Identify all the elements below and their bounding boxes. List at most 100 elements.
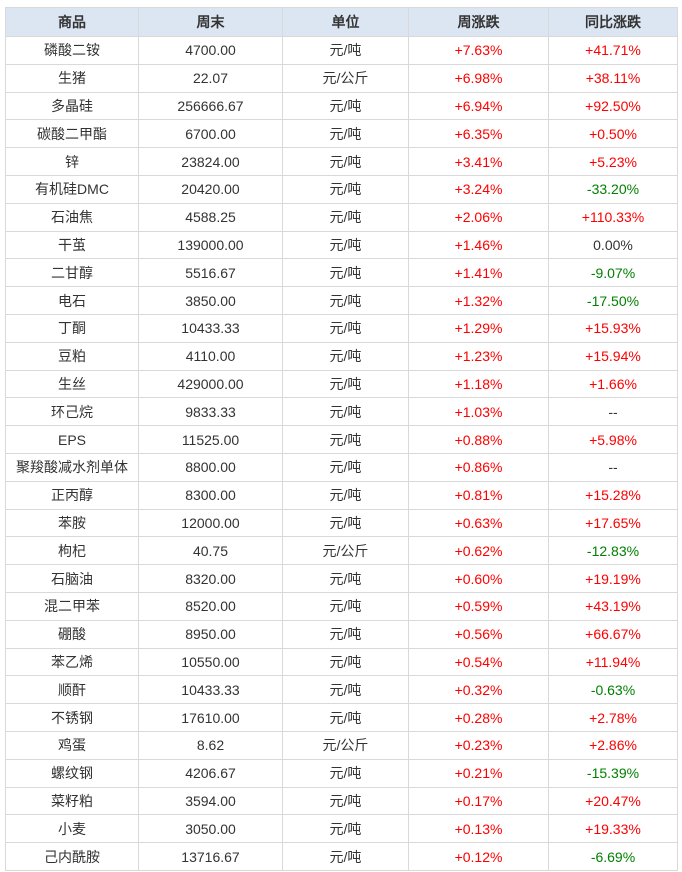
cell-commodity: 鸡蛋 — [5, 730, 139, 760]
cell-week-change: +1.03% — [408, 397, 549, 427]
cell-yoy-change: +17.65% — [548, 508, 678, 538]
table-row: 生丝 429000.00 元/吨 +1.18% +1.66% — [5, 369, 678, 399]
cell-week-change: +0.17% — [408, 786, 549, 816]
cell-commodity: 不锈钢 — [5, 703, 139, 732]
cell-unit: 元/吨 — [282, 758, 409, 788]
table-row: 磷酸二铵 4700.00 元/吨 +7.63% +41.71% — [5, 36, 678, 65]
cell-week-change: +0.12% — [408, 842, 549, 871]
table-row: 生猪 22.07 元/公斤 +6.98% +38.11% — [5, 63, 678, 93]
cell-unit: 元/吨 — [282, 147, 409, 176]
cell-week-change: +0.60% — [408, 564, 549, 593]
table-row: 有机硅DMC 20420.00 元/吨 +3.24% -33.20% — [5, 174, 678, 204]
cell-unit: 元/公斤 — [282, 63, 409, 93]
cell-commodity: 聚羧酸减水剂单体 — [5, 452, 139, 482]
cell-yoy-change: +11.94% — [548, 647, 678, 677]
cell-weekend-price: 10550.00 — [138, 647, 283, 677]
cell-unit: 元/吨 — [282, 230, 409, 260]
cell-week-change: +1.18% — [408, 369, 549, 399]
cell-yoy-change: +20.47% — [548, 786, 678, 816]
table-row: 锌 23824.00 元/吨 +3.41% +5.23% — [5, 147, 678, 176]
cell-weekend-price: 8520.00 — [138, 591, 283, 621]
cell-yoy-change: -0.63% — [548, 675, 678, 705]
cell-unit: 元/吨 — [282, 313, 409, 343]
cell-commodity: 二甘醇 — [5, 258, 139, 288]
cell-weekend-price: 9833.33 — [138, 397, 283, 427]
cell-week-change: +6.94% — [408, 91, 549, 121]
cell-yoy-change: +43.19% — [548, 591, 678, 621]
cell-week-change: +0.81% — [408, 480, 549, 510]
cell-yoy-change: +19.19% — [548, 564, 678, 593]
cell-commodity: 顺酐 — [5, 675, 139, 705]
cell-yoy-change: -15.39% — [548, 758, 678, 788]
cell-weekend-price: 23824.00 — [138, 147, 283, 176]
cell-unit: 元/吨 — [282, 591, 409, 621]
cell-commodity: 生丝 — [5, 369, 139, 399]
cell-yoy-change: +66.67% — [548, 619, 678, 649]
cell-commodity: 石脑油 — [5, 564, 139, 593]
cell-yoy-change: -6.69% — [548, 842, 678, 871]
commodity-price-table-container: 商品 周末 单位 周涨跌 同比涨跌 磷酸二铵 4700.00 元/吨 +7.63% +41.71… — [5, 7, 678, 871]
cell-unit: 元/吨 — [282, 174, 409, 204]
cell-week-change: +1.32% — [408, 286, 549, 315]
cell-weekend-price: 8320.00 — [138, 564, 283, 593]
cell-week-change: +0.13% — [408, 814, 549, 844]
cell-weekend-price: 3050.00 — [138, 814, 283, 844]
column-header-cell-week-change: 周涨跌 — [408, 7, 549, 37]
cell-commodity: 环己烷 — [5, 397, 139, 427]
cell-unit: 元/吨 — [282, 786, 409, 816]
table-row: 混二甲苯 8520.00 元/吨 +0.59% +43.19% — [5, 591, 678, 621]
cell-unit: 元/吨 — [282, 91, 409, 121]
cell-weekend-price: 3594.00 — [138, 786, 283, 816]
cell-unit: 元/吨 — [282, 341, 409, 371]
cell-week-change: +0.32% — [408, 675, 549, 705]
cell-unit: 元/吨 — [282, 286, 409, 315]
cell-weekend-price: 40.75 — [138, 536, 283, 566]
cell-weekend-price: 10433.33 — [138, 675, 283, 705]
cell-unit: 元/吨 — [282, 675, 409, 705]
cell-unit: 元/吨 — [282, 119, 409, 149]
cell-week-change: +7.63% — [408, 36, 549, 65]
cell-weekend-price: 8300.00 — [138, 480, 283, 510]
cell-weekend-price: 13716.67 — [138, 842, 283, 871]
cell-weekend-price: 10433.33 — [138, 313, 283, 343]
table-row: 顺酐 10433.33 元/吨 +0.32% -0.63% — [5, 675, 678, 705]
table-row: 菜籽粕 3594.00 元/吨 +0.17% +20.47% — [5, 786, 678, 816]
cell-commodity: 硼酸 — [5, 619, 139, 649]
cell-weekend-price: 22.07 — [138, 63, 283, 93]
cell-yoy-change: -- — [548, 397, 678, 427]
cell-yoy-change: -- — [548, 452, 678, 482]
cell-commodity: 碳酸二甲酯 — [5, 119, 139, 149]
cell-week-change: +0.88% — [408, 425, 549, 454]
table-row: 聚羧酸减水剂单体 8800.00 元/吨 +0.86% -- — [5, 452, 678, 482]
cell-yoy-change: +110.33% — [548, 202, 678, 232]
cell-commodity: 小麦 — [5, 814, 139, 844]
cell-commodity: 干茧 — [5, 230, 139, 260]
cell-weekend-price: 8800.00 — [138, 452, 283, 482]
cell-unit: 元/吨 — [282, 842, 409, 871]
cell-week-change: +0.23% — [408, 730, 549, 760]
cell-week-change: +1.29% — [408, 313, 549, 343]
header-row: 商品 周末 单位 周涨跌 同比涨跌 — [5, 7, 678, 37]
cell-week-change: +1.23% — [408, 341, 549, 371]
table-body: 磷酸二铵 4700.00 元/吨 +7.63% +41.71% 生猪 22.07 元/公斤 +6… — [5, 36, 678, 871]
cell-yoy-change: +15.93% — [548, 313, 678, 343]
cell-weekend-price: 20420.00 — [138, 174, 283, 204]
cell-weekend-price: 11525.00 — [138, 425, 283, 454]
cell-week-change: +0.62% — [408, 536, 549, 566]
cell-commodity: 多晶硅 — [5, 91, 139, 121]
cell-unit: 元/吨 — [282, 564, 409, 593]
table-row: 豆粕 4110.00 元/吨 +1.23% +15.94% — [5, 341, 678, 371]
cell-unit: 元/吨 — [282, 814, 409, 844]
cell-commodity: 生猪 — [5, 63, 139, 93]
cell-unit: 元/吨 — [282, 258, 409, 288]
cell-yoy-change: 0.00% — [548, 230, 678, 260]
cell-yoy-change: +92.50% — [548, 91, 678, 121]
cell-week-change: +6.35% — [408, 119, 549, 149]
cell-unit: 元/吨 — [282, 647, 409, 677]
table-row: 碳酸二甲酯 6700.00 元/吨 +6.35% +0.50% — [5, 119, 678, 149]
cell-commodity: 己内酰胺 — [5, 842, 139, 871]
cell-commodity: 电石 — [5, 286, 139, 315]
table-row: 枸杞 40.75 元/公斤 +0.62% -12.83% — [5, 536, 678, 566]
cell-commodity: 豆粕 — [5, 341, 139, 371]
column-header-cell-weekend-price: 周末 — [138, 7, 283, 37]
